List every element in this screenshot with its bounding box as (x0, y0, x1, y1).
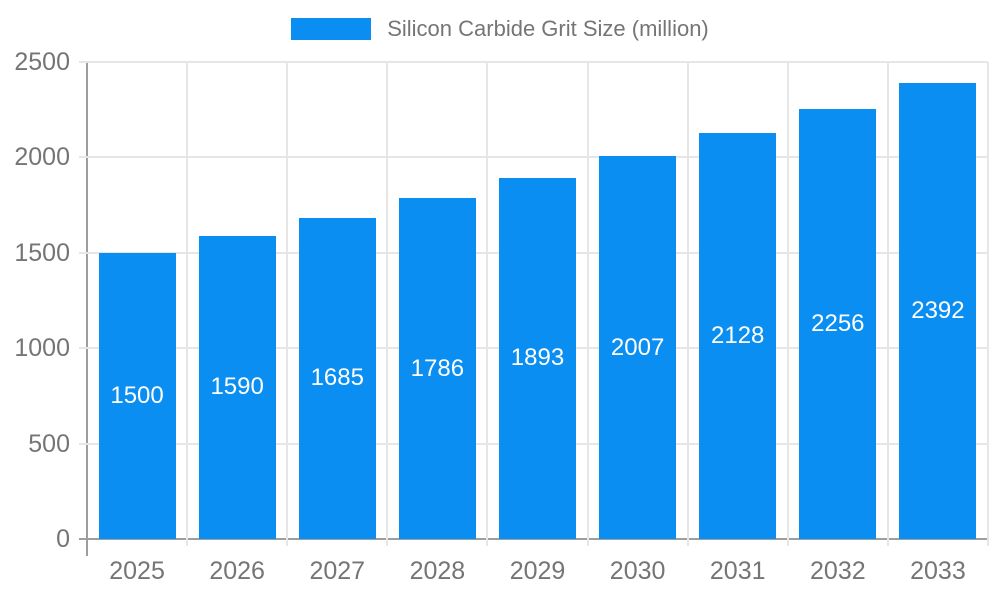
x-tick-label: 2025 (109, 557, 165, 585)
gridline-v (486, 62, 489, 546)
y-tick-label: 500 (28, 429, 70, 458)
gridline-v (386, 62, 389, 546)
gridline-v (286, 62, 289, 546)
gridline-v (586, 62, 589, 546)
legend-label: Silicon Carbide Grit Size (million) (387, 16, 709, 41)
bar-2033: 2392 (899, 82, 977, 539)
gridline-v (686, 62, 689, 546)
y-tick-label: 1500 (14, 238, 70, 267)
y-axis-line (86, 62, 88, 556)
bar-2030: 2007 (599, 156, 677, 539)
bar-value-label: 1500 (110, 381, 164, 409)
bar-2025: 1500 (98, 252, 176, 539)
x-tick-label: 2031 (709, 557, 766, 585)
bar-2031: 2128 (699, 132, 777, 539)
legend[interactable]: Silicon Carbide Grit Size (million) (0, 15, 1000, 43)
y-tick-label: 1000 (14, 334, 70, 363)
bar-value-label: 1786 (410, 354, 465, 382)
x-tick-label: 2026 (209, 557, 265, 585)
bar-value-label: 2392 (911, 296, 965, 324)
gridline-v (186, 62, 189, 546)
bar-2029: 1893 (499, 177, 576, 539)
y-tick-label: 2500 (14, 48, 70, 76)
bar-2026: 1590 (198, 235, 276, 539)
bar-2028: 1786 (398, 198, 476, 539)
gridline-h (79, 61, 988, 63)
x-tick-label: 2033 (910, 557, 966, 585)
gridline-h (79, 156, 988, 159)
gridline-v (886, 62, 889, 546)
x-tick-label: 2030 (609, 557, 666, 585)
gridline-v (987, 62, 989, 546)
gridline-v (786, 62, 789, 546)
bar-value-label: 1590 (210, 373, 264, 401)
y-tick-label: 0 (56, 525, 70, 553)
bar-value-label: 2128 (711, 321, 765, 349)
x-tick-label: 2032 (810, 557, 866, 585)
bar-value-label: 2007 (610, 333, 665, 361)
bar-value-label: 1685 (310, 364, 364, 392)
legend-swatch (291, 18, 372, 40)
x-tick-label: 2027 (309, 557, 366, 585)
x-tick-label: 2029 (509, 557, 566, 585)
bar-2027: 1685 (298, 217, 376, 539)
x-axis-line (79, 538, 988, 540)
bar-2032: 2256 (799, 108, 877, 539)
bar-value-label: 1893 (510, 344, 565, 372)
bar-value-label: 2256 (811, 309, 865, 337)
x-tick-label: 2028 (409, 557, 466, 585)
plot-area: 1500 1590 1685 1786 1893 2007 2128 2256 2392 (79, 61, 989, 546)
y-tick-label: 2000 (14, 143, 70, 172)
